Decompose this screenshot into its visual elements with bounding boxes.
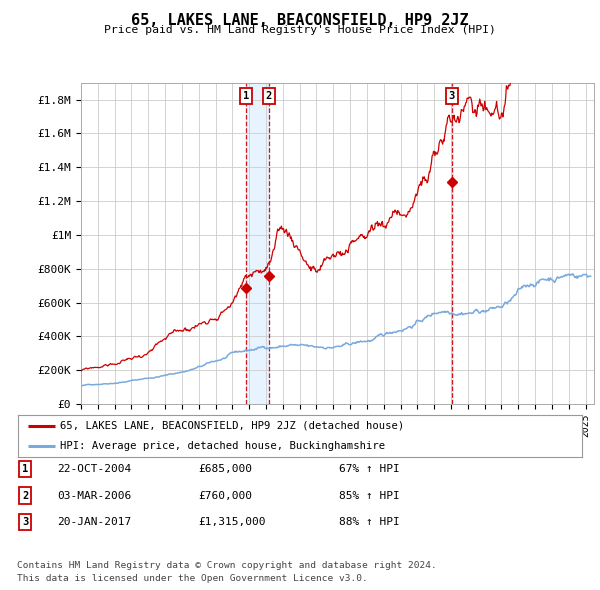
Text: This data is licensed under the Open Government Licence v3.0.: This data is licensed under the Open Gov… <box>17 573 368 583</box>
Text: 2: 2 <box>22 491 28 500</box>
Bar <box>451 83 453 404</box>
Text: 85% ↑ HPI: 85% ↑ HPI <box>339 491 400 500</box>
Text: Price paid vs. HM Land Registry's House Price Index (HPI): Price paid vs. HM Land Registry's House … <box>104 25 496 35</box>
Text: 1: 1 <box>22 464 28 474</box>
Text: 3: 3 <box>22 517 28 527</box>
Text: £760,000: £760,000 <box>198 491 252 500</box>
Text: £685,000: £685,000 <box>198 464 252 474</box>
Text: 65, LAKES LANE, BEACONSFIELD, HP9 2JZ (detached house): 65, LAKES LANE, BEACONSFIELD, HP9 2JZ (d… <box>60 421 404 431</box>
Text: 20-JAN-2017: 20-JAN-2017 <box>57 517 131 527</box>
Text: £1,315,000: £1,315,000 <box>198 517 265 527</box>
Bar <box>246 83 269 404</box>
Text: 1: 1 <box>243 91 249 101</box>
Text: 88% ↑ HPI: 88% ↑ HPI <box>339 517 400 527</box>
Text: Contains HM Land Registry data © Crown copyright and database right 2024.: Contains HM Land Registry data © Crown c… <box>17 560 437 570</box>
Text: 22-OCT-2004: 22-OCT-2004 <box>57 464 131 474</box>
Text: HPI: Average price, detached house, Buckinghamshire: HPI: Average price, detached house, Buck… <box>60 441 385 451</box>
Text: 67% ↑ HPI: 67% ↑ HPI <box>339 464 400 474</box>
Text: 2: 2 <box>266 91 272 101</box>
Text: 03-MAR-2006: 03-MAR-2006 <box>57 491 131 500</box>
Text: 3: 3 <box>449 91 455 101</box>
Text: 65, LAKES LANE, BEACONSFIELD, HP9 2JZ: 65, LAKES LANE, BEACONSFIELD, HP9 2JZ <box>131 13 469 28</box>
